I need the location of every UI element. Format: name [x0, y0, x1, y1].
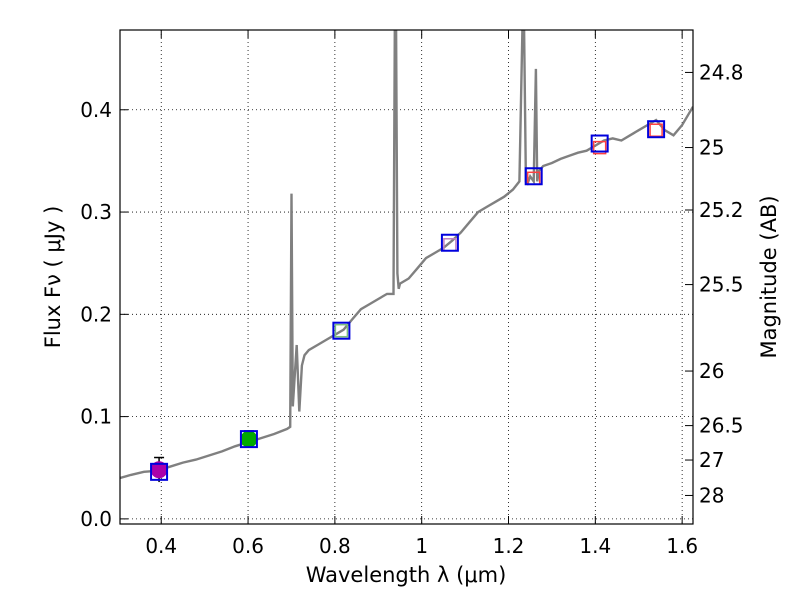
synthetic-box: [440, 233, 459, 252]
synthetic-box: [524, 167, 543, 186]
x-tick-label: 1.4: [579, 534, 611, 558]
y2-tick-label: 26: [699, 359, 724, 383]
y2-tick-label: 24.8: [699, 60, 744, 84]
x-tick-label: 1.6: [666, 534, 698, 558]
x-axis-label: Wavelength λ (μm): [306, 563, 507, 587]
synthetic-box: [647, 120, 666, 139]
spectrum-layer: [120, 30, 693, 480]
y2-axis-label: Magnitude (AB): [757, 195, 781, 358]
y-tick-label: 0.2: [80, 302, 112, 326]
synthetic-box: [590, 134, 609, 153]
ticks: 0.4 0.6 0.8 1 1.2 1.4 1.6 0.0 0.1 0.2 0.3 0.4 24.8 25…: [80, 30, 744, 558]
y2-tick-label: 25.2: [699, 198, 744, 222]
y-tick-label: 0.3: [80, 200, 112, 224]
measured-box: [592, 140, 607, 155]
spectrum-line: [120, 30, 693, 480]
y-tick-label: 0.1: [80, 405, 112, 429]
x-tick-label: 1: [415, 534, 428, 558]
synthetic-box: [332, 321, 351, 340]
y-axis-label: Flux Fν ( μJy ): [41, 206, 65, 349]
measured-box: [334, 323, 349, 338]
y2-tick-label: 27: [699, 448, 724, 472]
x-tick-label: 0.6: [232, 534, 264, 558]
y2-tick-label: 26.5: [699, 414, 744, 438]
points-layer: [150, 120, 666, 483]
y-tick-label: 0.4: [80, 98, 112, 122]
x-tick-label: 0.8: [319, 534, 351, 558]
y-tick-label: 0.0: [80, 507, 112, 531]
x-tick-label: 0.4: [145, 534, 177, 558]
synthetic-box: [239, 430, 258, 449]
x-tick-label: 1.2: [493, 534, 525, 558]
y2-tick-label: 25.5: [699, 273, 744, 297]
grid: [120, 30, 693, 524]
photometry-point: [240, 430, 258, 448]
y2-tick-label: 28: [699, 483, 724, 507]
plot-frame: [119, 29, 694, 525]
y2-tick-label: 25: [699, 136, 724, 160]
synthetic-box: [150, 462, 169, 481]
